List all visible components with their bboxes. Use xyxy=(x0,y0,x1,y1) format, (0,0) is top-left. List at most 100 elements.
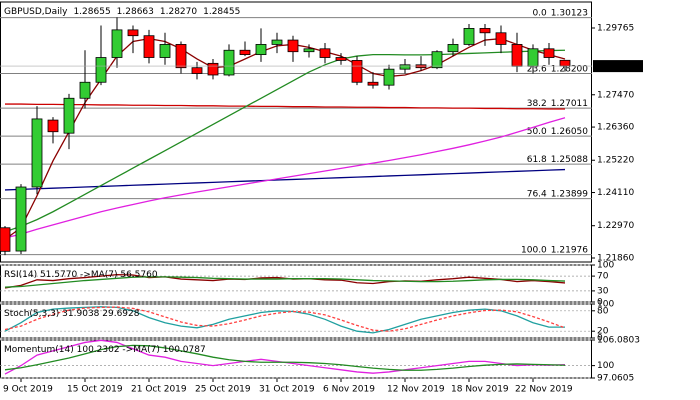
x-tick-label: 21 Oct 2019 xyxy=(131,385,187,395)
y-tick-label: 100 xyxy=(597,261,614,271)
indicator-line xyxy=(4,306,566,334)
indicator-line xyxy=(5,103,565,110)
candle-body xyxy=(527,48,539,67)
candle-body xyxy=(95,57,107,83)
candle-body xyxy=(63,97,75,134)
panel-title: GBPUSD,Daily 1.28655 1.28663 1.28270 1.28455 xyxy=(4,7,240,17)
fib-price: 1.26050 xyxy=(551,127,588,137)
candle-body xyxy=(335,57,347,61)
quote-value: 1.28655 xyxy=(73,7,110,17)
x-tick-label: 18 Nov 2019 xyxy=(451,385,509,395)
indicator-title: Stoch(5,3,3) 31.9038 29.6928 xyxy=(4,309,140,319)
candle-body xyxy=(111,29,123,58)
y-tick-label: 100 xyxy=(597,300,614,310)
indicator-title: Momentum(14) 100.2302 ->MA(7) 100.0787 xyxy=(4,345,206,355)
fib-ratio: 100.0 xyxy=(521,245,547,255)
candle-body xyxy=(127,29,139,37)
candle-body xyxy=(31,118,43,188)
symbol-title: GBPUSD,Daily xyxy=(4,7,68,17)
y-tick-label: 1.24110 xyxy=(597,188,634,198)
panel-title: Stoch(5,3,3) 31.9038 29.6928 xyxy=(4,309,140,319)
candle-body xyxy=(399,64,411,70)
fib-price: 1.23899 xyxy=(551,189,588,199)
candle-body xyxy=(255,44,267,56)
candle-body xyxy=(543,48,555,58)
y-tick-label: 1.27470 xyxy=(597,90,634,100)
fib-label: 76.4 1.23899 xyxy=(527,189,589,199)
indicator-line xyxy=(4,306,566,332)
fib-price: 1.27011 xyxy=(551,99,588,109)
fib-label: 100.0 1.21976 xyxy=(521,245,588,255)
candle-body xyxy=(319,48,331,58)
candle-body xyxy=(287,39,299,53)
fib-label: 61.8 1.25088 xyxy=(527,155,589,165)
indicator-line xyxy=(4,117,566,239)
x-tick-label: 25 Oct 2019 xyxy=(195,385,251,395)
x-tick-label: 6 Nov 2019 xyxy=(323,385,375,395)
fib-label: 0.0 1.30123 xyxy=(532,8,588,18)
candle-body xyxy=(159,44,171,58)
panel-frame xyxy=(0,1,592,263)
panel-title: Momentum(14) 100.2302 ->MA(7) 100.0787 xyxy=(4,345,206,355)
y-tick-label: 1.22970 xyxy=(597,221,634,231)
y-tick-label: 106.0803 xyxy=(597,336,640,346)
y-tick-label: 0 xyxy=(597,334,603,344)
candle-body xyxy=(79,81,91,99)
candle-body xyxy=(511,44,523,67)
fib-price: 1.25088 xyxy=(551,155,588,165)
fib-ratio: 50.0 xyxy=(527,127,547,137)
x-tick-label: 31 Oct 2019 xyxy=(259,385,315,395)
fib-ratio: 61.8 xyxy=(527,155,547,165)
indicator-line xyxy=(4,344,566,371)
fib-price: 1.21976 xyxy=(551,245,588,255)
candle-body xyxy=(447,44,459,53)
fib-price: 1.30123 xyxy=(551,8,588,18)
candle-body xyxy=(15,186,27,252)
fib-label: 50.0 1.26050 xyxy=(527,127,589,137)
candle-body xyxy=(303,48,315,53)
quote-value: 1.28455 xyxy=(203,7,240,17)
x-tick-label: 22 Nov 2019 xyxy=(515,385,573,395)
fib-ratio: 0.0 xyxy=(532,8,547,18)
y-tick-label: 1.26360 xyxy=(597,123,634,133)
panel-title: RSI(14) 51.5770 ->MA(7) 56.5760 xyxy=(4,270,158,280)
indicator-line xyxy=(4,276,566,288)
y-tick-label: 0 xyxy=(597,298,603,308)
y-tick-label: 100 xyxy=(597,361,614,371)
candle-body xyxy=(207,62,219,76)
y-tick-label: 20 xyxy=(597,327,609,337)
y-tick-label: 97.0605 xyxy=(597,374,634,384)
indicator-line xyxy=(4,49,566,233)
candle-body xyxy=(559,59,571,67)
candle-body xyxy=(479,28,491,34)
candle-body xyxy=(47,119,59,133)
fib-ratio: 23.6 xyxy=(527,64,547,74)
fib-label: 23.6 1.28200 xyxy=(527,64,589,74)
y-tick-label: 80 xyxy=(597,306,609,316)
candle-body xyxy=(223,49,235,76)
candle-body xyxy=(239,49,251,56)
candle-body xyxy=(431,51,443,69)
candle-body xyxy=(143,35,155,58)
candle-body xyxy=(351,60,363,83)
indicator-line xyxy=(4,37,566,240)
y-tick-label: 1.29765 xyxy=(597,23,634,33)
candle-body xyxy=(463,28,475,45)
x-tick-label: 12 Nov 2019 xyxy=(387,385,445,395)
candle-body xyxy=(0,227,11,252)
fib-label: 38.2 1.27011 xyxy=(527,99,588,109)
candle-body xyxy=(383,68,395,86)
last-price-box xyxy=(593,60,643,73)
y-tick-label: 30 xyxy=(597,286,609,296)
quote-value: 1.28663 xyxy=(117,7,154,17)
x-tick-label: 9 Oct 2019 xyxy=(3,385,53,395)
fib-ratio: 76.4 xyxy=(527,189,547,199)
y-tick-label: 1.21860 xyxy=(597,254,634,264)
fib-price: 1.28200 xyxy=(551,64,588,74)
candle-body xyxy=(175,44,187,69)
candle-body xyxy=(271,39,283,45)
candle-body xyxy=(495,32,507,45)
fib-ratio: 38.2 xyxy=(527,99,547,109)
x-tick-label: 15 Oct 2019 xyxy=(67,385,123,395)
